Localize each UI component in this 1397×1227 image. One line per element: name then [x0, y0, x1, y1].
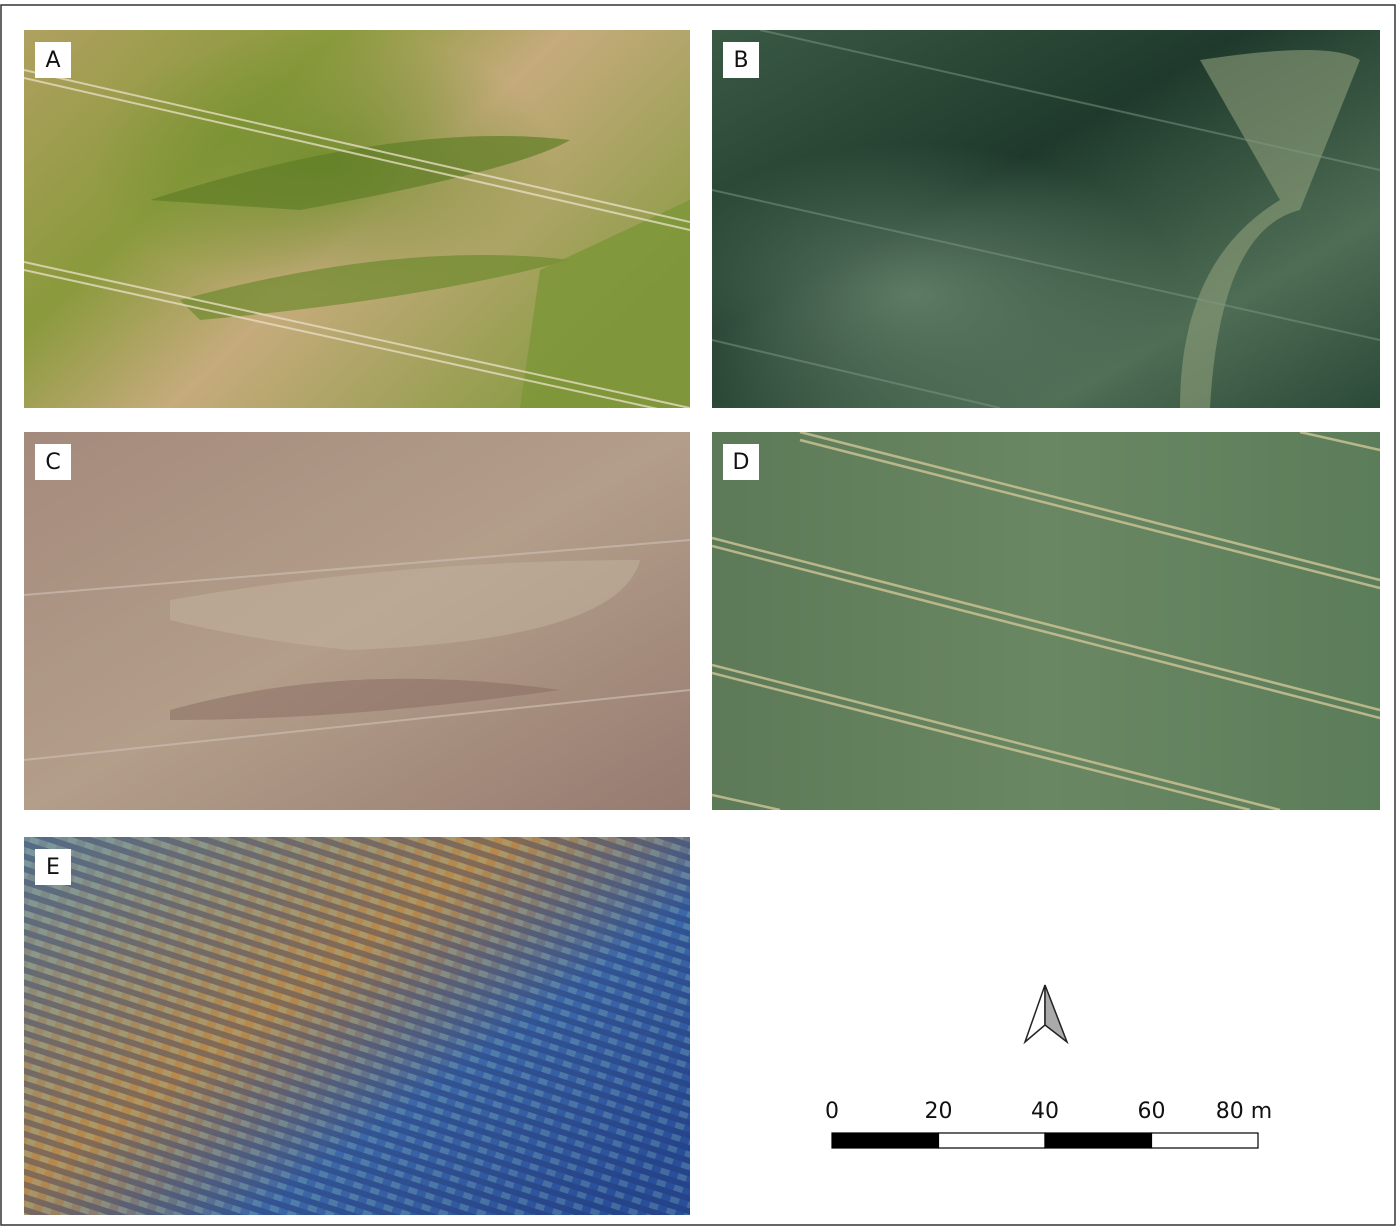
north-arrow — [1025, 985, 1067, 1042]
panel-label: D — [733, 450, 750, 475]
panel-label: C — [45, 450, 60, 475]
scale-segment — [1152, 1133, 1259, 1148]
image-e — [24, 837, 690, 1215]
panel-label: E — [46, 855, 60, 880]
panel-label: A — [45, 48, 60, 73]
scale-label: 0 — [825, 1099, 839, 1124]
scale-label: 80 m — [1216, 1099, 1272, 1124]
image-d — [712, 432, 1380, 810]
scale-segment — [939, 1133, 1046, 1148]
scale-label: 60 — [1138, 1099, 1166, 1124]
image-b — [712, 30, 1380, 408]
scale-label: 20 — [925, 1099, 953, 1124]
scale-segment — [1045, 1133, 1152, 1148]
image-c — [24, 432, 690, 810]
image-a — [24, 30, 690, 416]
scale-segment — [832, 1133, 939, 1148]
figure: A B C D E 0 20 40 60 80 m — [0, 0, 1397, 1227]
panel-label: B — [733, 48, 748, 73]
scale-label: 40 — [1031, 1099, 1059, 1124]
